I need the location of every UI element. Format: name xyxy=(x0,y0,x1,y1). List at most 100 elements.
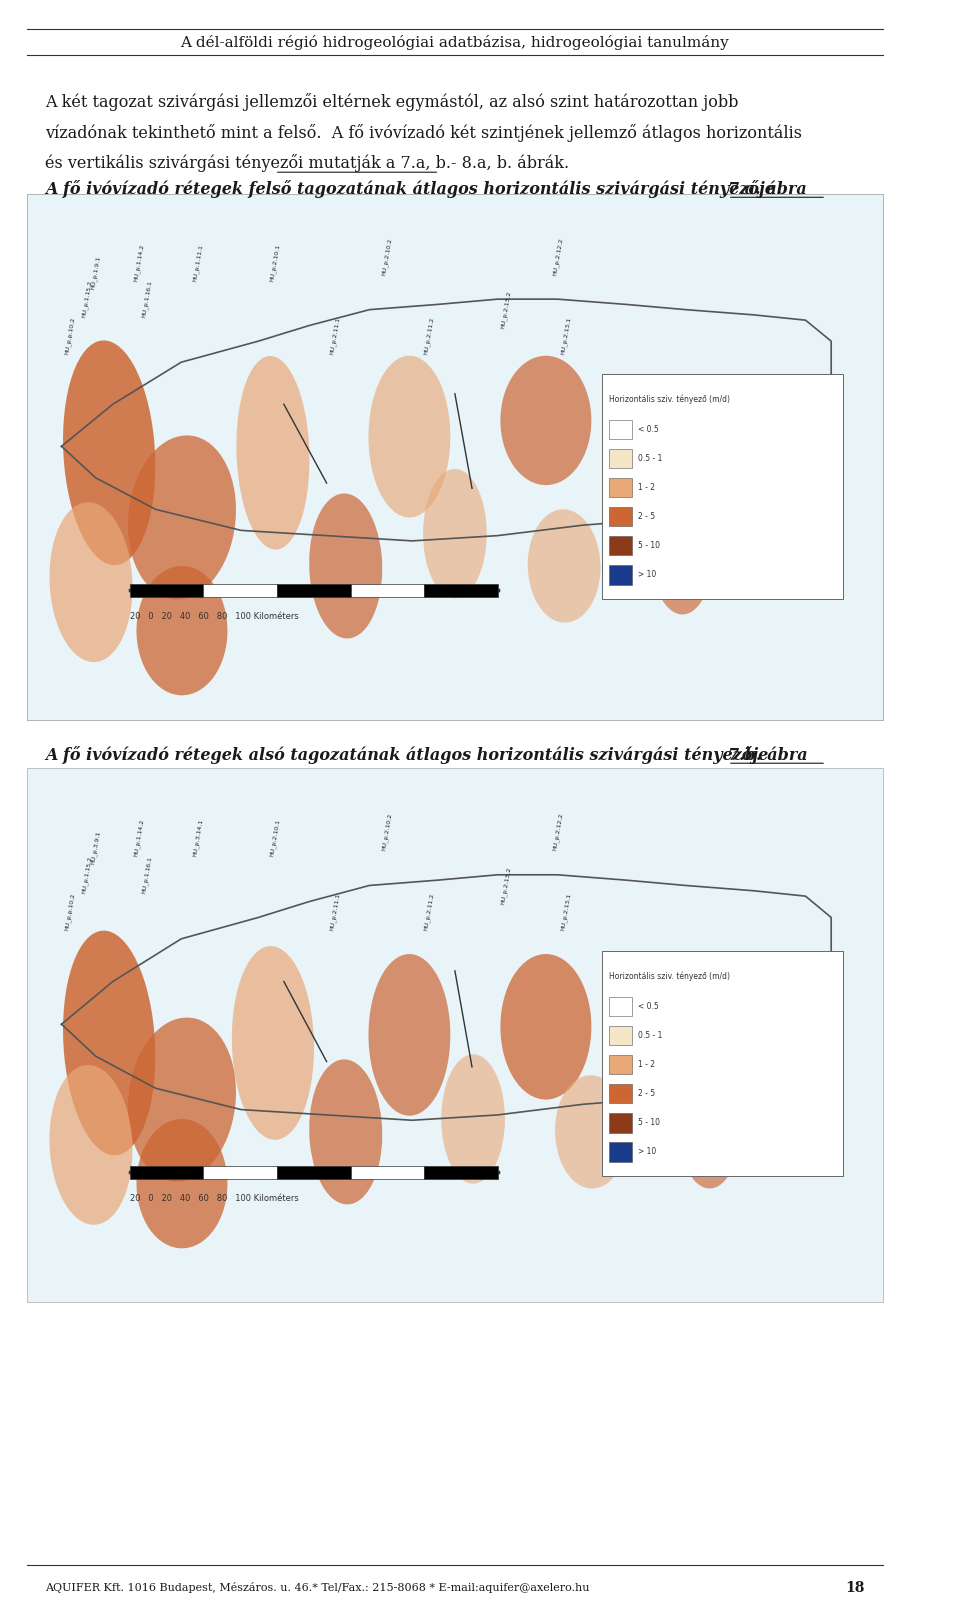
Text: 7.b. ábra: 7.b. ábra xyxy=(728,747,807,763)
Ellipse shape xyxy=(528,509,600,623)
Ellipse shape xyxy=(50,503,132,661)
Bar xyxy=(424,1166,497,1179)
Text: HU_p.1.9.1: HU_p.1.9.1 xyxy=(90,255,102,289)
Text: HU_p.2.12.2: HU_p.2.12.2 xyxy=(551,238,564,277)
Text: HU_p.1.14.2: HU_p.1.14.2 xyxy=(132,818,145,857)
Text: HU_p.2.11.2: HU_p.2.11.2 xyxy=(423,317,435,356)
Text: HU_p.1.15.2: HU_p.1.15.2 xyxy=(81,280,93,319)
Text: HU_p.2.13.2: HU_p.2.13.2 xyxy=(500,867,513,906)
Text: 2 - 5: 2 - 5 xyxy=(638,513,655,521)
Ellipse shape xyxy=(136,566,228,695)
Ellipse shape xyxy=(232,946,314,1140)
Text: HU_p.1.11.1: HU_p.1.11.1 xyxy=(192,243,204,281)
Text: A fő ivóvízadó rétegek alsó tagozatának átlagos horizontális szivárgási tényezőj: A fő ivóvízadó rétegek alsó tagozatának … xyxy=(45,745,769,765)
Text: HU_p.p.10.2: HU_p.p.10.2 xyxy=(64,893,76,931)
Text: 5 - 10: 5 - 10 xyxy=(638,542,660,550)
Bar xyxy=(130,1166,204,1179)
Text: < 0.5: < 0.5 xyxy=(638,425,659,433)
Text: HU_p.2.13.1: HU_p.2.13.1 xyxy=(560,317,572,356)
Text: HU_p.3.9.1: HU_p.3.9.1 xyxy=(90,831,102,865)
FancyBboxPatch shape xyxy=(603,375,843,600)
Bar xyxy=(609,996,632,1015)
Bar xyxy=(277,1166,350,1179)
Text: és vertikális szivárgási tényezői mutatják a 7.a, b.- 8.a, b. ábrák.: és vertikális szivárgási tényezői mutatj… xyxy=(45,154,569,173)
Text: Horizontális sziv. tényező (m/d): Horizontális sziv. tényező (m/d) xyxy=(609,972,730,982)
Text: HU_p.2.10.1: HU_p.2.10.1 xyxy=(269,243,281,281)
Ellipse shape xyxy=(555,1075,628,1188)
FancyBboxPatch shape xyxy=(603,951,843,1176)
Text: A dél-alföldi régió hidrogeológiai adatbázisa, hidrogeológiai tanulmány: A dél-alföldi régió hidrogeológiai adatb… xyxy=(180,34,730,50)
Bar xyxy=(609,506,632,526)
Text: HU_p.2.10.2: HU_p.2.10.2 xyxy=(380,238,393,277)
Bar xyxy=(609,479,632,498)
Text: 2 - 5: 2 - 5 xyxy=(638,1090,655,1098)
Text: HU_p.2.11.1: HU_p.2.11.1 xyxy=(329,317,341,356)
FancyBboxPatch shape xyxy=(27,194,882,720)
Ellipse shape xyxy=(369,356,450,517)
Text: > 10: > 10 xyxy=(638,1148,657,1156)
Bar xyxy=(609,450,632,469)
Ellipse shape xyxy=(369,954,450,1116)
Text: 20   0   20   40   60   80   100 Kilométers: 20 0 20 40 60 80 100 Kilométers xyxy=(130,1195,299,1203)
Bar xyxy=(609,1112,632,1132)
Bar xyxy=(609,1054,632,1074)
Ellipse shape xyxy=(500,954,591,1100)
Ellipse shape xyxy=(128,1017,236,1182)
Ellipse shape xyxy=(500,356,591,485)
Text: vízadónak tekinthető mint a felső.  A fő ivóvízadó két szintjének jellemző átlag: vízadónak tekinthető mint a felső. A fő … xyxy=(45,123,803,142)
Ellipse shape xyxy=(651,485,714,614)
Text: 18: 18 xyxy=(845,1581,864,1594)
Text: AQUIFER Kft. 1016 Budapest, Mészáros. u. 46.* Tel/Fax.: 215-8068 * E-mail:aquife: AQUIFER Kft. 1016 Budapest, Mészáros. u.… xyxy=(45,1583,590,1593)
Text: HU_p.2.10.2: HU_p.2.10.2 xyxy=(380,813,393,852)
Bar xyxy=(350,1166,424,1179)
Text: 0.5 - 1: 0.5 - 1 xyxy=(638,1032,662,1040)
Bar xyxy=(350,584,424,597)
Text: HU_p.3.14.1: HU_p.3.14.1 xyxy=(192,818,204,857)
Ellipse shape xyxy=(50,1066,132,1224)
Bar xyxy=(130,584,204,597)
Text: 7.a. ábra: 7.a. ábra xyxy=(728,181,806,197)
Text: HU_p.2.13.2: HU_p.2.13.2 xyxy=(500,291,513,328)
Text: A két tagozat szivárgási jellemzői eltérnek egymástól, az alsó szint határozotta: A két tagozat szivárgási jellemzői eltér… xyxy=(45,92,739,112)
Bar xyxy=(609,537,632,556)
Ellipse shape xyxy=(442,1054,505,1184)
Text: 5 - 10: 5 - 10 xyxy=(638,1119,660,1127)
Ellipse shape xyxy=(136,1119,228,1248)
Text: Horizontális sziv. tényező (m/d): Horizontális sziv. tényező (m/d) xyxy=(609,395,730,404)
Ellipse shape xyxy=(309,493,382,639)
Ellipse shape xyxy=(63,931,156,1155)
Text: < 0.5: < 0.5 xyxy=(638,1003,659,1011)
Ellipse shape xyxy=(309,1059,382,1205)
Text: HU_p.1.15.2: HU_p.1.15.2 xyxy=(81,855,93,894)
Bar xyxy=(27,768,882,1302)
Text: HU_p.1.14.2: HU_p.1.14.2 xyxy=(132,243,145,281)
Text: HU_p.2.13.1: HU_p.2.13.1 xyxy=(560,893,572,931)
Ellipse shape xyxy=(236,356,309,550)
Text: 0.5 - 1: 0.5 - 1 xyxy=(638,454,662,462)
Bar xyxy=(277,584,350,597)
Text: HU_p.2.10.1: HU_p.2.10.1 xyxy=(269,818,281,857)
Bar xyxy=(204,584,277,597)
Bar xyxy=(27,194,882,720)
Text: > 10: > 10 xyxy=(638,571,657,579)
Ellipse shape xyxy=(63,341,156,564)
Text: A fő ivóvízadó rétegek felső tagozatának átlagos horizontális szivárgási tényező: A fő ivóvízadó rétegek felső tagozatának… xyxy=(45,179,776,199)
Ellipse shape xyxy=(641,962,723,1124)
Bar xyxy=(609,566,632,585)
Text: HU_p.1.16.1: HU_p.1.16.1 xyxy=(141,280,153,319)
Text: HU_p.2.12.2: HU_p.2.12.2 xyxy=(551,813,564,852)
Text: HU_p.2.11.2: HU_p.2.11.2 xyxy=(423,893,435,931)
Bar xyxy=(609,1083,632,1103)
Text: 1 - 2: 1 - 2 xyxy=(638,483,655,492)
Ellipse shape xyxy=(646,380,719,526)
Text: 20   0   20   40   60   80   100 Kilométers: 20 0 20 40 60 80 100 Kilométers xyxy=(130,613,299,621)
Text: HU_p.p.10.2: HU_p.p.10.2 xyxy=(64,317,76,356)
Ellipse shape xyxy=(423,469,487,598)
Bar xyxy=(424,584,497,597)
Bar xyxy=(609,1142,632,1161)
Bar xyxy=(204,1166,277,1179)
Ellipse shape xyxy=(128,435,236,600)
Text: 1 - 2: 1 - 2 xyxy=(638,1061,655,1069)
Text: HU_p.2.11.1: HU_p.2.11.1 xyxy=(329,893,341,931)
Bar xyxy=(609,420,632,440)
